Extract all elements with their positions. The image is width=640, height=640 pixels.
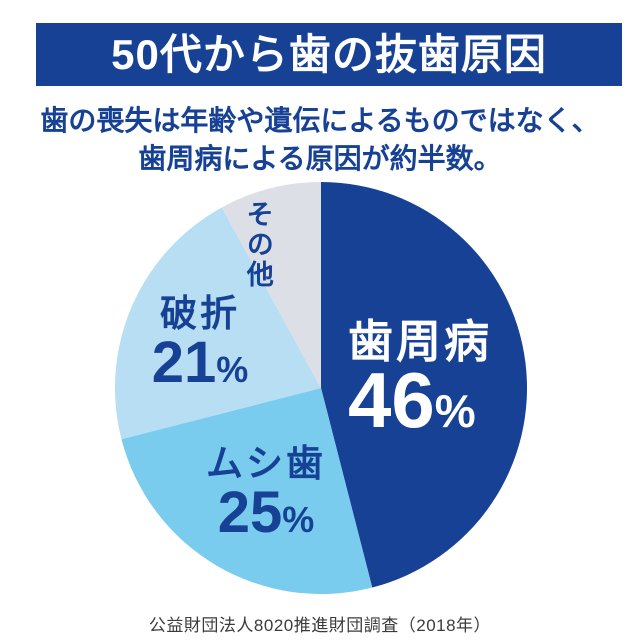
pie-slice-0 — [321, 182, 527, 588]
subtitle-line-2: 歯周病による原因が約半数。 — [138, 143, 502, 174]
pie-slice-3 — [221, 182, 321, 388]
subtitle: 歯の喪失は年齢や遺伝によるものではなく、 歯周病による原因が約半数。 — [0, 102, 640, 178]
source-note: 公益財団法人8020推進財団調査（2018年） — [148, 616, 492, 635]
subtitle-line-1: 歯の喪失は年齢や遺伝によるものではなく、 — [40, 105, 600, 136]
page-title: 50代から歯の抜歯原因 — [111, 30, 547, 78]
title-banner: 50代から歯の抜歯原因 — [36, 23, 622, 86]
pie-chart — [115, 182, 527, 594]
pie-chart-area — [115, 182, 527, 594]
pie-slice-1 — [121, 388, 373, 594]
pie-slice-2 — [115, 207, 321, 440]
